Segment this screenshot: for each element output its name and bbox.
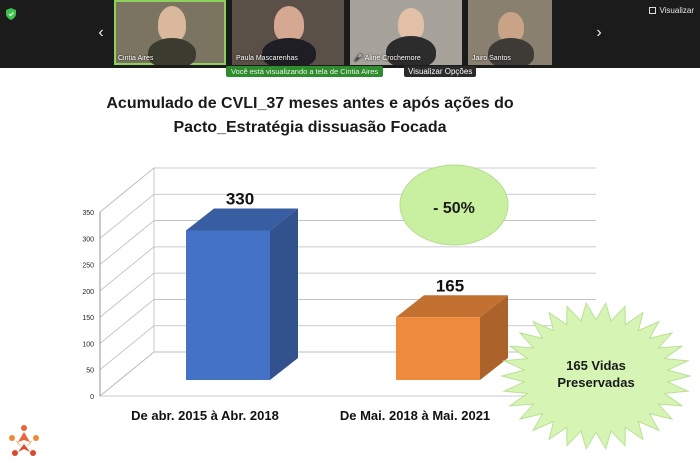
muted-mic-icon: 🎤	[354, 55, 363, 62]
bar-side	[480, 295, 508, 380]
gridline-side	[99, 220, 155, 265]
organization-logo-icon	[9, 425, 39, 456]
lives-preserved-burst: 165 Vidas Preservadas	[500, 301, 692, 451]
bar-top	[396, 295, 508, 318]
participant-tile[interactable]: Jairo Santos	[468, 0, 552, 65]
gridline-side	[99, 246, 155, 292]
reduction-bubble: - 50%	[399, 164, 509, 246]
bar	[186, 230, 270, 380]
y-tick-label: 150	[82, 315, 94, 322]
gridline-side	[99, 299, 155, 344]
gridline-side	[99, 351, 155, 397]
bubble-shape	[399, 164, 509, 246]
view-button-label: Visualizar	[659, 6, 694, 15]
burst-line-2: Preservadas	[557, 375, 634, 390]
x-category-label: De abr. 2015 à Abr. 2018	[131, 408, 279, 423]
slide-title: Acumulado de CVLI_37 meses antes e após …	[100, 92, 520, 140]
y-tick-label: 50	[86, 368, 94, 375]
y-tick-label: 100	[82, 341, 94, 348]
slide-title-line-1: Acumulado de CVLI_37 meses antes e após …	[106, 95, 514, 112]
participant-name: 🎤 Aline Crochemore	[354, 55, 421, 62]
next-page-arrow-icon[interactable]: ›	[596, 24, 602, 41]
y-tick-label: 300	[82, 236, 94, 243]
video-strip: ‹ Cintia Aires Paula Mascarenhas 🎤 Aline …	[0, 0, 700, 68]
participant-name: Paula Mascarenhas	[236, 55, 298, 62]
gridline-side	[99, 272, 155, 318]
y-tick-label: 0	[90, 394, 94, 401]
participant-name: Cintia Aires	[118, 55, 154, 62]
participant-tile[interactable]: Paula Mascarenhas	[232, 0, 344, 65]
participant-tile[interactable]: Cintia Aires	[114, 0, 226, 65]
bar-data-label: 330	[226, 190, 254, 209]
participant-name: Jairo Santos	[472, 55, 511, 62]
view-options-button[interactable]: Visualizar Opções	[404, 66, 477, 77]
burst-line-1: 165 Vidas	[566, 358, 626, 373]
burst-shape	[500, 301, 692, 451]
y-tick-label: 200	[82, 289, 94, 296]
side-wall	[99, 167, 155, 397]
bar-side	[270, 208, 298, 380]
gridline-side	[99, 193, 155, 239]
bar-data-label: 165	[436, 276, 464, 295]
share-notification-bar: Você está visualizando a tela de Cintia …	[0, 66, 700, 78]
security-shield-icon[interactable]	[6, 8, 16, 20]
y-tick-label: 250	[82, 263, 94, 270]
slide-title-line-2: Pacto_Estratégia dissuasão Focada	[173, 119, 447, 136]
grid-view-icon	[649, 7, 657, 14]
view-button[interactable]: Visualizar	[649, 6, 694, 15]
previous-page-arrow-icon[interactable]: ‹	[98, 24, 104, 41]
gridline-side	[99, 325, 155, 371]
participant-tile[interactable]: 🎤 Aline Crochemore	[350, 0, 462, 65]
x-category-label: De Mai. 2018 à Mai. 2021	[340, 408, 490, 423]
bubble-text: - 50%	[433, 200, 475, 217]
bar	[396, 317, 480, 380]
y-tick-label: 350	[82, 210, 94, 217]
gridline-side	[99, 167, 155, 213]
bar-top	[186, 208, 298, 231]
share-status-message: Você está visualizando a tela de Cintia …	[226, 66, 384, 77]
